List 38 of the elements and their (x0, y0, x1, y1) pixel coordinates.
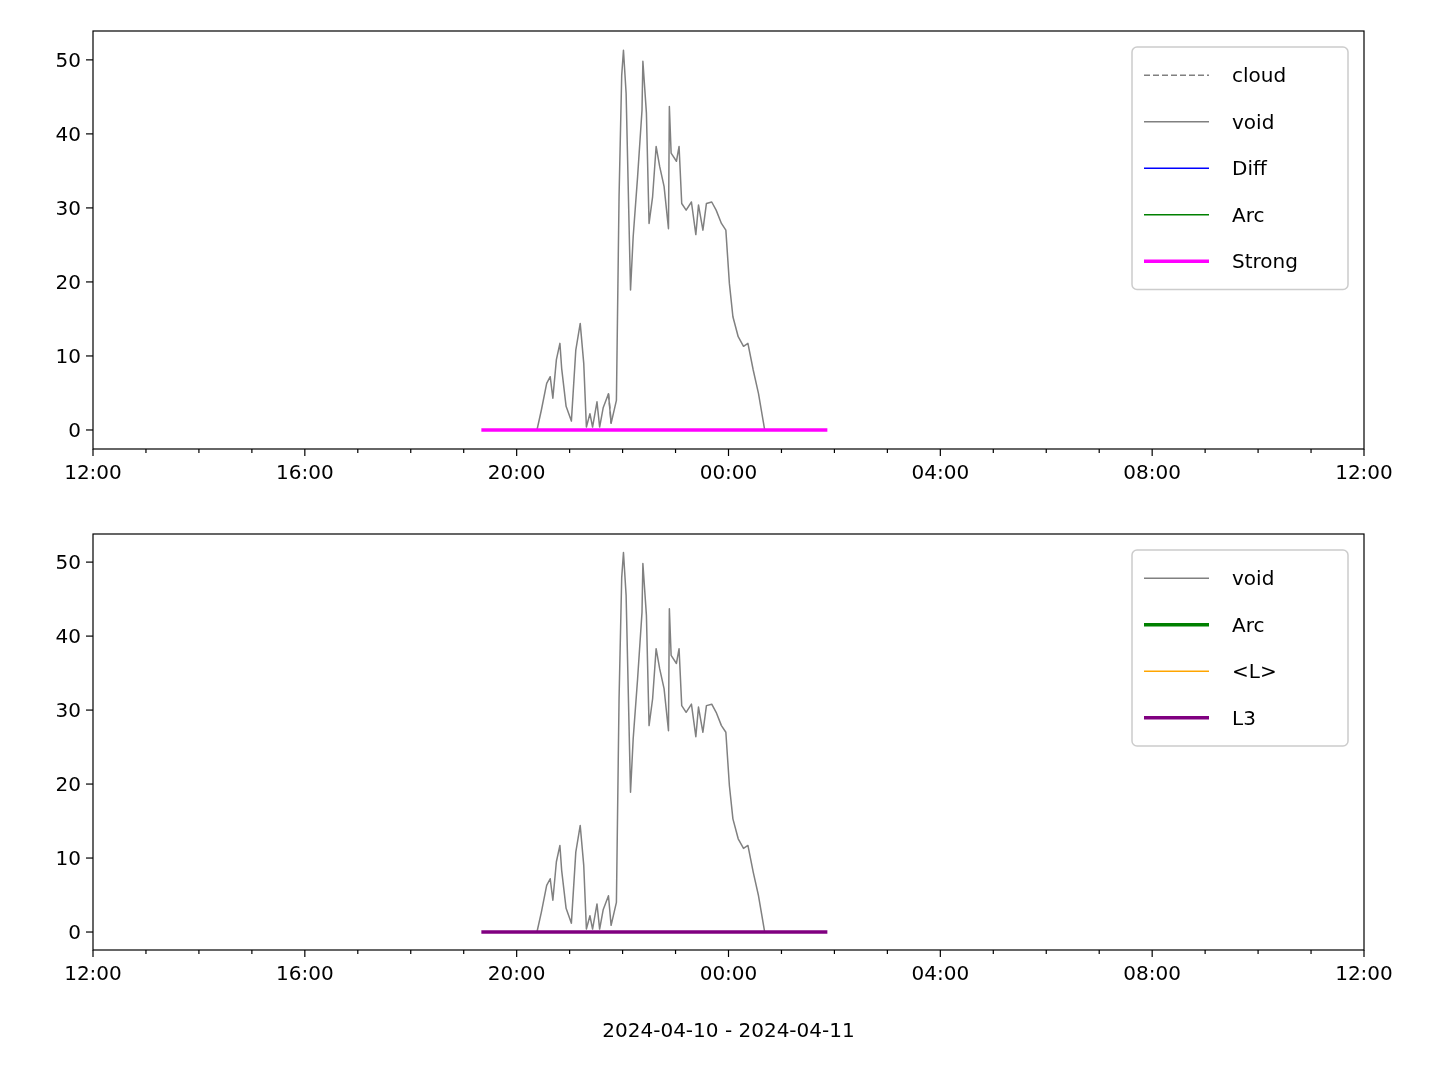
y-tick-label: 50 (55, 47, 81, 72)
legend-label: Arc (1232, 202, 1265, 227)
x-tick-label: 00:00 (699, 961, 758, 985)
x-tick-label: 00:00 (699, 460, 758, 484)
y-tick-label: 40 (55, 624, 81, 649)
legend-label: Diff (1232, 156, 1268, 181)
y-tick-label: 30 (55, 698, 81, 723)
x-tick-label: 04:00 (911, 460, 970, 484)
y-tick-label: 10 (55, 343, 81, 368)
line-series (536, 49, 766, 431)
line-series (536, 551, 766, 933)
y-tick-label: 10 (55, 846, 81, 871)
legend-label: L3 (1232, 705, 1256, 730)
legend-label: void (1232, 109, 1275, 134)
x-tick-label: 12:00 (64, 460, 122, 484)
x-tick-label: 08:00 (1123, 961, 1181, 985)
x-tick-label: 16:00 (276, 961, 334, 985)
y-tick-label: 40 (55, 121, 81, 146)
x-tick-label: 04:00 (911, 961, 970, 985)
x-tick-label: 20:00 (487, 961, 546, 985)
y-tick-label: 30 (55, 195, 81, 220)
x-tick-label: 12:00 (64, 961, 122, 985)
x-tick-label: 12:00 (1335, 961, 1393, 985)
y-tick-label: 50 (55, 550, 81, 575)
y-tick-label: 0 (68, 920, 81, 945)
y-tick-label: 20 (55, 269, 81, 294)
y-tick-label: 0 (68, 417, 81, 442)
x-tick-label: 12:00 (1335, 460, 1393, 484)
x-tick-label: 08:00 (1123, 460, 1181, 484)
legend-label: <L> (1232, 659, 1277, 684)
x-tick-label: 20:00 (487, 460, 546, 484)
x-axis-title: 2024-04-10 - 2024-04-11 (602, 1018, 855, 1042)
legend-label: void (1232, 566, 1275, 591)
legend-label: Strong (1232, 249, 1298, 274)
legend-label: Arc (1232, 612, 1265, 637)
x-tick-label: 16:00 (276, 460, 334, 484)
legend-label: cloud (1232, 63, 1287, 88)
y-tick-label: 20 (55, 772, 81, 797)
